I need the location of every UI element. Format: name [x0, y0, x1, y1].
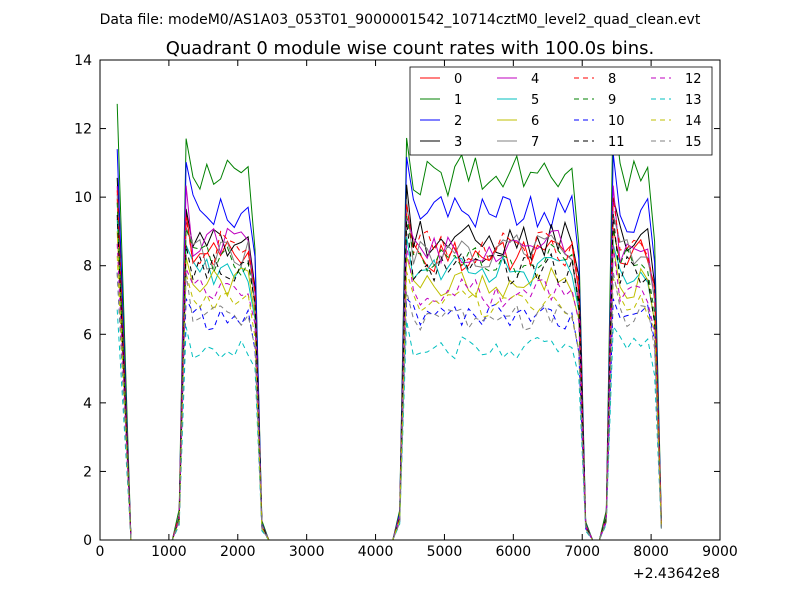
- x-tick-label: 4000: [358, 544, 394, 560]
- x-offset-label: +2.43642e8: [633, 566, 720, 582]
- legend-label: 12: [685, 72, 702, 87]
- legend-label: 0: [454, 72, 462, 87]
- series-line-11: [116, 214, 662, 541]
- y-tick-label: 8: [83, 259, 92, 275]
- legend-label: 5: [531, 93, 539, 108]
- y-tick-label: 12: [74, 122, 92, 138]
- plot-frame: [99, 59, 721, 541]
- y-tick-label: 10: [74, 190, 92, 206]
- legend-box: [409, 66, 713, 156]
- legend-label: 4: [531, 72, 539, 87]
- legend-label: 8: [608, 72, 616, 87]
- x-tick-label: 1000: [151, 544, 187, 560]
- series-line-13: [116, 309, 662, 541]
- legend-label: 13: [685, 93, 702, 108]
- legend-label: 2: [454, 114, 462, 129]
- legend-label: 10: [608, 114, 625, 129]
- y-tick-label: 6: [83, 327, 92, 343]
- legend-label: 9: [608, 93, 616, 108]
- y-tick-label: 4: [83, 396, 92, 412]
- x-axis: 0 1000 2000 3000 4000 5000 6000 7000 8000 9000: [96, 60, 738, 560]
- legend-label: 15: [685, 135, 702, 150]
- plot-area: [116, 103, 662, 541]
- chart-title: Quadrant 0 module wise count rates with …: [166, 38, 655, 59]
- x-tick-label: 3000: [289, 544, 325, 560]
- series-line-9: [116, 202, 662, 541]
- x-tick-label: 6000: [496, 544, 532, 560]
- y-tick-label: 2: [83, 464, 92, 480]
- x-tick-label: 9000: [702, 544, 738, 560]
- legend-label: 7: [531, 135, 539, 150]
- y-tick-label: 14: [74, 53, 92, 69]
- x-tick-label: 5000: [427, 544, 463, 560]
- chart-suptitle: Data file: modeM0/AS1A03_053T01_90000015…: [100, 12, 701, 28]
- legend-label: 14: [685, 114, 702, 129]
- x-tick-label: 2000: [220, 544, 256, 560]
- x-tick-label: 7000: [564, 544, 600, 560]
- legend-label: 11: [608, 135, 625, 150]
- legend-label: 3: [454, 135, 462, 150]
- x-tick-label: 8000: [633, 544, 669, 560]
- x-tick-label: 0: [96, 544, 105, 560]
- legend-label: 1: [454, 93, 462, 108]
- series-line-8: [116, 190, 662, 541]
- legend-label: 6: [531, 114, 539, 129]
- y-tick-label: 0: [83, 533, 92, 549]
- series-line-14: [116, 256, 662, 541]
